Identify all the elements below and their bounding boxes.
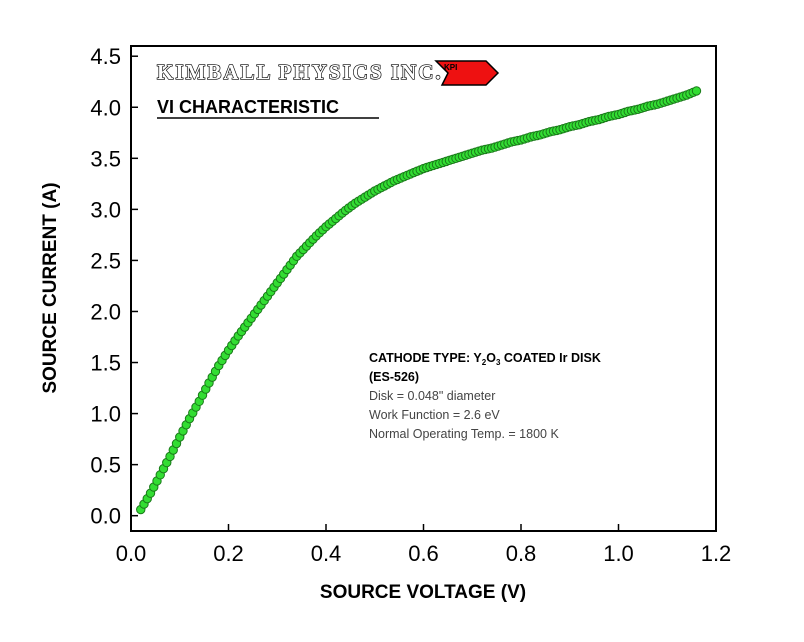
data-points <box>136 86 702 515</box>
x-tick-label: 0.8 <box>506 541 537 566</box>
y-tick-label: 3.0 <box>90 197 121 222</box>
cathode-annotation: CATHODE TYPE: Y2O3 COATED Ir DISK (ES-52… <box>369 351 601 441</box>
data-point <box>691 86 702 96</box>
x-tick-label: 1.2 <box>701 541 732 566</box>
annotation-work-function: Work Function = 2.6 eV <box>369 408 500 422</box>
y-tick-label: 0.5 <box>90 453 121 478</box>
x-tick-label: 1.0 <box>603 541 634 566</box>
y-tick-label: 4.0 <box>90 95 121 120</box>
x-tick-label: 0.0 <box>116 541 147 566</box>
x-tick-label: 0.4 <box>311 541 342 566</box>
y-axis-ticks: 0.0 0.5 1.0 1.5 2.0 2.5 3.0 3.5 4.0 4.5 <box>90 44 138 529</box>
brand-name: KIMBALL PHYSICS INC. <box>157 60 443 84</box>
annotation-disk: Disk = 0.048" diameter <box>369 389 495 403</box>
chart-title: VI CHARACTERISTIC <box>157 97 339 117</box>
y-tick-label: 1.0 <box>90 402 121 427</box>
annotation-cathode-type: CATHODE TYPE: Y2O3 COATED Ir DISK <box>369 351 601 367</box>
kimball-logo: KIMBALL PHYSICS INC. KPI <box>156 59 500 86</box>
y-tick-label: 0.0 <box>90 504 121 529</box>
x-tick-label: 0.6 <box>408 541 439 566</box>
y-axis-title: SOURCE CURRENT (A) <box>40 182 61 393</box>
kpi-badge-shape <box>434 60 500 86</box>
y-tick-label: 2.0 <box>90 299 121 324</box>
y-tick-label: 3.5 <box>90 146 121 171</box>
annotation-operating-temp: Normal Operating Temp. = 1800 K <box>369 427 559 441</box>
annotation-part-number: (ES-526) <box>369 370 419 384</box>
y-tick-label: 1.5 <box>90 351 121 376</box>
x-tick-label: 0.2 <box>213 541 244 566</box>
x-axis-title: SOURCE VOLTAGE (V) <box>320 582 526 603</box>
y-tick-label: 2.5 <box>90 248 121 273</box>
kpi-badge-label: KPI <box>444 63 457 72</box>
y-tick-label: 4.5 <box>90 44 121 69</box>
x-axis-ticks: 0.0 0.2 0.4 0.6 0.8 1.0 1.2 <box>116 524 732 566</box>
kpi-badge: KPI <box>434 60 500 86</box>
